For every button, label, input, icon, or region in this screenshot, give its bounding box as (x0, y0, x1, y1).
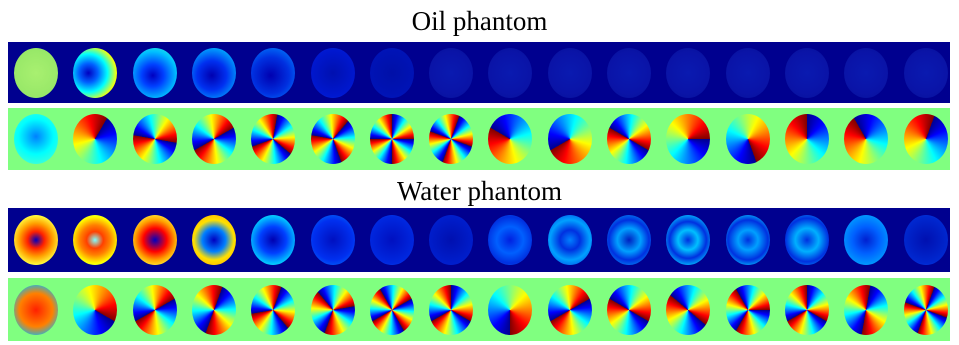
phase-image (133, 114, 177, 164)
phase-image (726, 114, 770, 164)
magnitude-image (73, 215, 117, 265)
phase-image (429, 114, 473, 164)
phase-image (370, 285, 414, 335)
figure: Oil phantom Water phantom (0, 0, 959, 345)
magnitude-image (607, 215, 651, 265)
magnitude-image (429, 48, 473, 98)
magnitude-image (666, 215, 710, 265)
magnitude-image (192, 215, 236, 265)
magnitude-strip (8, 208, 950, 272)
phase-image (14, 285, 58, 335)
phase-image (666, 285, 710, 335)
magnitude-image (14, 215, 58, 265)
magnitude-image (311, 215, 355, 265)
phase-image (726, 285, 770, 335)
phase-image (251, 114, 295, 164)
magnitude-image (370, 215, 414, 265)
magnitude-image (429, 215, 473, 265)
magnitude-image (726, 48, 770, 98)
magnitude-image (370, 48, 414, 98)
phase-image (607, 285, 651, 335)
magnitude-image (785, 215, 829, 265)
phase-image (785, 114, 829, 164)
phase-image (844, 285, 888, 335)
magnitude-image (133, 215, 177, 265)
phase-image (192, 114, 236, 164)
phase-image (488, 285, 532, 335)
phase-image (73, 114, 117, 164)
panel-title: Oil phantom (0, 6, 959, 36)
magnitude-image (133, 48, 177, 98)
phase-image (904, 114, 948, 164)
phase-strip (8, 278, 950, 341)
phase-image (904, 285, 948, 335)
magnitude-image (904, 215, 948, 265)
magnitude-image (785, 48, 829, 98)
magnitude-image (73, 48, 117, 98)
magnitude-image (14, 48, 58, 98)
phase-image (666, 114, 710, 164)
phase-image (133, 285, 177, 335)
magnitude-image (548, 215, 592, 265)
phase-strip (8, 108, 950, 170)
magnitude-image (726, 215, 770, 265)
phase-image (785, 285, 829, 335)
phase-image (73, 285, 117, 335)
phase-image (548, 285, 592, 335)
phase-image (548, 114, 592, 164)
magnitude-image (251, 48, 295, 98)
magnitude-image (666, 48, 710, 98)
phase-image (192, 285, 236, 335)
phase-image (844, 114, 888, 164)
phase-image (488, 114, 532, 164)
phase-image (311, 285, 355, 335)
magnitude-image (548, 48, 592, 98)
panel-title: Water phantom (0, 176, 959, 206)
magnitude-image (607, 48, 651, 98)
magnitude-image (488, 48, 532, 98)
phase-image (14, 114, 58, 164)
magnitude-image (192, 48, 236, 98)
magnitude-image (844, 215, 888, 265)
magnitude-strip (8, 42, 950, 103)
phase-image (311, 114, 355, 164)
magnitude-image (311, 48, 355, 98)
phase-image (370, 114, 414, 164)
phase-image (251, 285, 295, 335)
magnitude-image (251, 215, 295, 265)
phase-image (429, 285, 473, 335)
phase-image (607, 114, 651, 164)
magnitude-image (904, 48, 948, 98)
magnitude-image (488, 215, 532, 265)
magnitude-image (844, 48, 888, 98)
